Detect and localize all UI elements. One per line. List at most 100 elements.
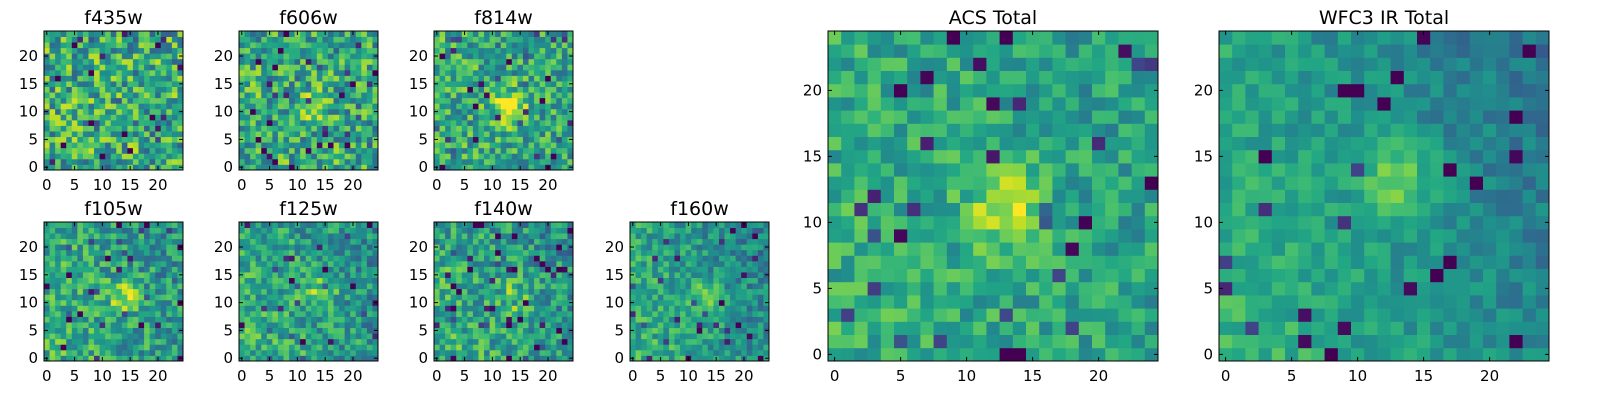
heatmap-cell [434,126,440,132]
heatmap-cell [367,322,373,328]
heatmap-cell [495,250,501,256]
heatmap-cell [133,233,139,239]
heatmap-cell [495,48,501,54]
heatmap-cell [267,81,273,87]
heatmap-cell [350,244,356,250]
heatmap-cell [562,37,568,43]
heatmap-cell [334,244,340,250]
heatmap-cell [680,344,686,350]
heatmap-cell [283,103,289,109]
heatmap-cell [934,229,948,243]
heatmap-cell [652,311,658,317]
heatmap-cell [322,311,328,317]
heatmap-cell [523,333,529,339]
heatmap-cell [361,305,367,311]
heatmap-cell [702,328,708,334]
heatmap-cell [512,261,518,267]
heatmap-cell [127,103,133,109]
heatmap-cell [295,42,301,48]
heatmap-cell [523,75,529,81]
heatmap-cell [111,98,117,104]
heatmap-cell [540,305,546,311]
heatmap-cell [725,278,731,284]
heatmap-cell [1066,321,1080,335]
heatmap-cell [529,239,535,245]
heatmap-cell [501,92,507,98]
heatmap-cell [350,294,356,300]
heatmap-cell [868,255,882,269]
heatmap-cell [920,282,934,296]
heatmap-cell [669,244,675,250]
heatmap-cell [551,59,557,65]
heatmap-cell [691,283,697,289]
heatmap-cell [339,322,345,328]
heatmap-cell [1013,282,1027,296]
heatmap-cell [517,37,523,43]
heatmap-cell [161,142,167,148]
heatmap-cell [127,311,133,317]
heatmap-cell [166,64,172,70]
heatmap-cell [300,294,306,300]
heatmap-cell [741,250,747,256]
heatmap-cell [44,64,50,70]
heatmap-cell [111,250,117,256]
heatmap-cell [467,153,473,159]
heatmap-cell [322,244,328,250]
heatmap-cell [306,98,312,104]
heatmap-cell [66,148,72,154]
heatmap-cell [467,142,473,148]
heatmap-cell [339,153,345,159]
heatmap-cell [111,272,117,278]
heatmap-cell [289,103,295,109]
heatmap-cell [61,339,67,345]
heatmap-cell [473,131,479,137]
heatmap-cell [150,137,156,143]
heatmap-cell [139,228,145,234]
heatmap-cell [116,92,122,98]
heatmap-cell [907,176,921,190]
heatmap-cell [133,228,139,234]
heatmap-cell [725,272,731,278]
heatmap-cell [367,305,373,311]
heatmap-cell [144,109,150,115]
heatmap-cell [272,333,278,339]
heatmap-cell [245,272,251,278]
heatmap-cell [451,142,457,148]
heatmap-cell [100,131,106,137]
heatmap-cell [361,137,367,143]
heatmap-cell [356,59,362,65]
heatmap-cell [495,328,501,334]
heatmap-cell [506,75,512,81]
heatmap-cell [50,92,56,98]
heatmap-cell [702,300,708,306]
heatmap-cell [495,266,501,272]
heatmap-cell [161,70,167,76]
heatmap-cell [367,239,373,245]
heatmap-cell [551,109,557,115]
heatmap-cell [501,339,507,345]
heatmap-cell [144,70,150,76]
heatmap-cell [361,300,367,306]
heatmap-cell [322,137,328,143]
heatmap-cell [256,81,262,87]
heatmap-cell [652,317,658,323]
heatmap-cell [283,109,289,115]
heatmap-cell [88,70,94,76]
heatmap-cell [490,103,496,109]
heatmap-cell [462,244,468,250]
heatmap-cell [278,153,284,159]
heatmap-cell [267,42,273,48]
heatmap-cell [278,272,284,278]
heatmap-cell [122,42,128,48]
heatmap-cell [300,289,306,295]
heatmap-cell [658,228,664,234]
x-tick-label: 10 [288,367,307,385]
heatmap-cell [150,283,156,289]
heatmap-cell [261,153,267,159]
heatmap-cell [322,294,328,300]
heatmap-cell [94,53,100,59]
heatmap-cell [267,114,273,120]
heatmap-cell [652,344,658,350]
heatmap-cell [636,222,642,228]
heatmap-cell [456,261,462,267]
